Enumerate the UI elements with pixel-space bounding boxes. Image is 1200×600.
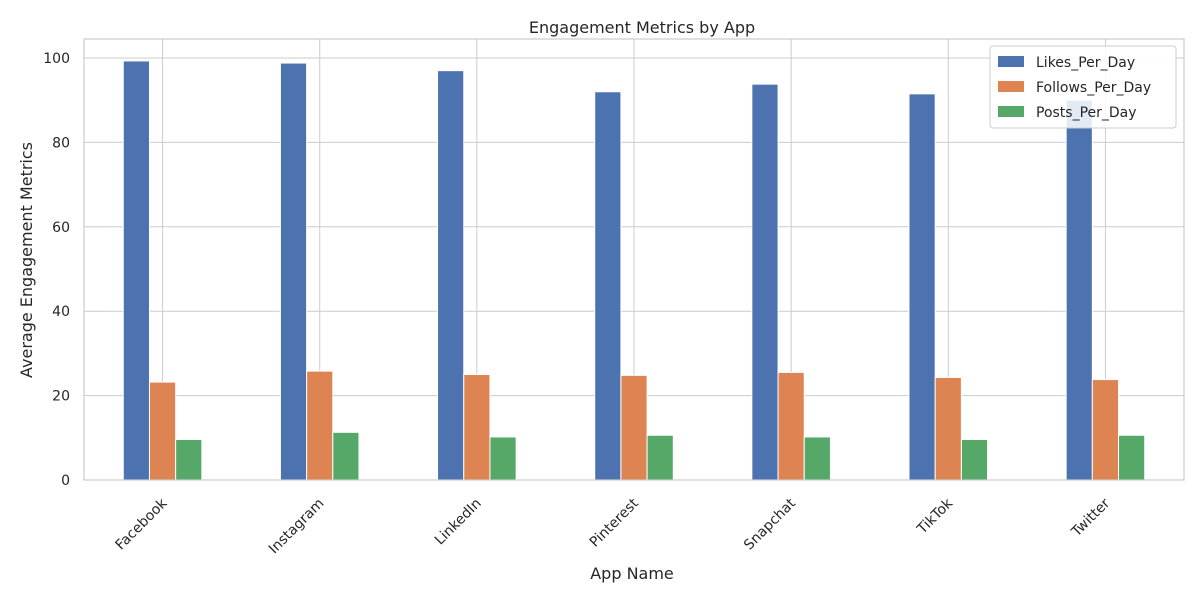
x-axis-title: App Name — [590, 564, 674, 583]
legend-label: Likes_Per_Day — [1036, 55, 1135, 71]
bar-likes-per-day — [437, 70, 465, 481]
bar-posts-per-day — [175, 438, 203, 481]
legend-swatch — [998, 81, 1024, 92]
bar-follows-per-day — [934, 376, 962, 481]
legend-label: Posts_Per_Day — [1036, 105, 1137, 121]
y-tick-label: 40 — [52, 304, 70, 320]
bar-follows-per-day — [463, 373, 491, 481]
y-tick-label: 80 — [52, 135, 70, 151]
bar-likes-per-day — [122, 60, 150, 481]
bar-posts-per-day — [803, 436, 831, 481]
legend: Likes_Per_Day Follows_Per_Day Posts_Per_Da… — [989, 45, 1177, 129]
bar-posts-per-day — [646, 434, 674, 481]
x-tick-label: Instagram — [266, 496, 328, 558]
legend-label: Follows_Per_Day — [1036, 80, 1151, 96]
bar-likes-per-day — [279, 62, 308, 481]
bar-follows-per-day — [306, 370, 334, 481]
legend-swatch — [998, 56, 1024, 67]
bar-follows-per-day — [620, 374, 648, 481]
y-tick-label: 60 — [52, 220, 70, 236]
x-tick-label: LinkedIn — [432, 496, 485, 549]
bar-likes-per-day — [594, 91, 622, 481]
bar-posts-per-day — [332, 431, 360, 481]
legend-box — [989, 45, 1177, 129]
y-tick-label: 20 — [52, 389, 70, 405]
bar-follows-per-day — [777, 371, 805, 481]
x-tick-label: TikTok — [914, 495, 957, 538]
bar-posts-per-day — [489, 436, 517, 481]
x-tick-label: Snapchat — [741, 495, 799, 553]
bar-follows-per-day — [1091, 379, 1120, 481]
plot-frame — [83, 38, 1185, 481]
bar-likes-per-day — [751, 83, 779, 481]
bar-follows-per-day — [148, 381, 177, 481]
x-tick-label: Twitter — [1068, 495, 1113, 540]
y-tick-label: 100 — [43, 51, 70, 67]
chart-title: Engagement Metrics by App — [529, 18, 755, 37]
x-tick-label: Facebook — [113, 495, 171, 553]
bar-likes-per-day — [1065, 99, 1093, 481]
x-tick-label: Pinterest — [587, 495, 642, 550]
y-tick-label: 0 — [61, 473, 70, 489]
bar-posts-per-day — [960, 438, 989, 481]
y-axis-title: Average Engagement Metrics — [17, 142, 36, 378]
bar-likes-per-day — [908, 93, 936, 481]
bar-posts-per-day — [1118, 434, 1146, 481]
legend-swatch — [998, 106, 1024, 117]
